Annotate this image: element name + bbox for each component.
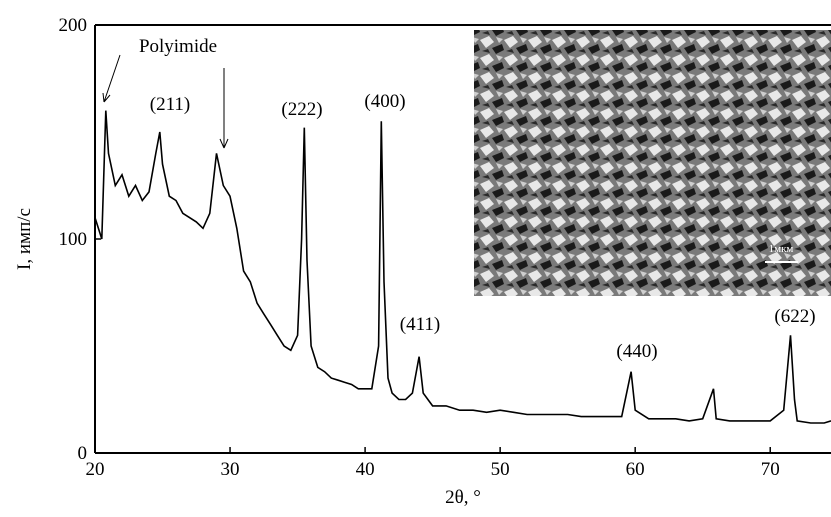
peak-label: (222)	[281, 99, 322, 120]
peak-label: (622)	[774, 306, 815, 327]
peak-label: (211)	[150, 94, 190, 115]
y-tick-label: 100	[59, 229, 88, 250]
scale-label: 1мкм	[769, 243, 794, 255]
inset-image	[474, 30, 831, 296]
x-tick-label: 70	[761, 459, 780, 480]
peak-label: (440)	[616, 341, 657, 362]
arrow	[219, 68, 229, 149]
x-tick-label: 20	[86, 459, 105, 480]
x-tick-label: 30	[221, 459, 240, 480]
peak-label: Polyimide	[139, 36, 217, 57]
y-axis-label: I, имп/с	[14, 208, 35, 270]
x-tick-label: 50	[491, 459, 510, 480]
y-tick-label: 0	[78, 443, 88, 464]
y-tick-label: 200	[59, 15, 88, 36]
x-tick-label: 60	[626, 459, 645, 480]
x-tick-label: 40	[356, 459, 375, 480]
arrow	[102, 54, 121, 103]
peak-label: (400)	[364, 91, 405, 112]
x-axis-label: 2θ, °	[445, 487, 481, 508]
peak-label: (411)	[400, 314, 440, 335]
xrd-line	[94, 110, 831, 424]
